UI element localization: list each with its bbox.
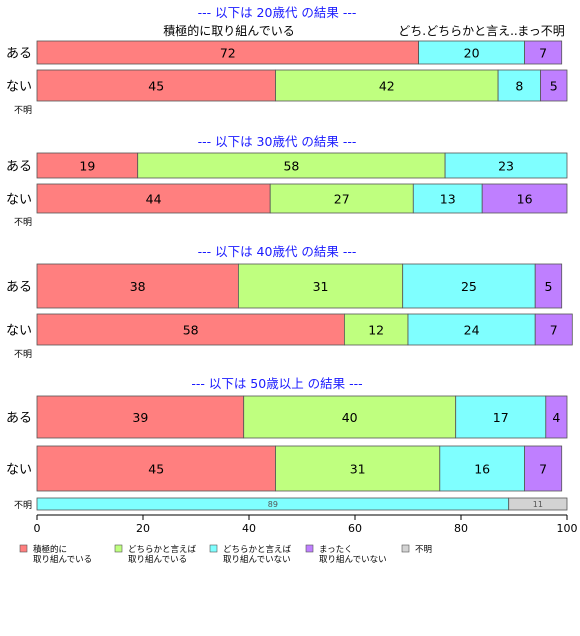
data-label: 40 [342, 410, 358, 425]
panel-title: --- 以下は 40歳代 の結果 --- [198, 244, 357, 259]
data-label: 58 [183, 323, 199, 338]
legend-label: どちらかと言えば [223, 544, 292, 555]
row-label: ある [6, 47, 32, 62]
data-label: 45 [148, 462, 164, 477]
legend-label: まったく [319, 545, 353, 555]
row-label: 不明 [14, 500, 32, 511]
bar-segment [36, 152, 139, 179]
x-tick-label: 100 [557, 522, 578, 535]
panel-title: --- 以下は 50歳以上 の結果 --- [191, 376, 362, 391]
data-label: 23 [498, 159, 514, 174]
data-label: 12 [368, 323, 384, 338]
row-label: ある [6, 411, 32, 426]
data-label: 7 [539, 46, 547, 61]
data-label: 16 [474, 462, 490, 477]
data-label: 7 [550, 323, 558, 338]
legend-swatch [114, 544, 123, 553]
legend-swatch [305, 544, 314, 553]
bar-segment [402, 263, 536, 309]
data-label: 20 [464, 46, 480, 61]
bar-segment [524, 40, 563, 65]
bar-segment [481, 183, 568, 214]
data-label: 45 [148, 79, 164, 94]
bar-segment [412, 183, 483, 214]
data-label: 4 [552, 410, 560, 425]
bar-segment [497, 69, 541, 102]
data-label: 5 [550, 79, 558, 94]
row-label: 不明 [14, 349, 32, 360]
bar-segment [237, 263, 404, 309]
x-tick-label: 80 [454, 522, 468, 535]
bar-segment [524, 445, 563, 492]
data-label: 31 [350, 462, 366, 477]
bar-segment [343, 313, 409, 346]
bar-segment [275, 445, 441, 492]
panel-title: --- 以下は 30歳代 の結果 --- [198, 134, 357, 149]
data-label: 8 [515, 79, 523, 94]
bar-segment [269, 183, 414, 214]
data-label: 89 [268, 500, 278, 509]
data-label: 72 [220, 46, 236, 61]
legend-swatch [209, 544, 218, 553]
legend-swatch [19, 544, 28, 553]
data-label: 58 [283, 159, 299, 174]
data-label: 7 [539, 462, 547, 477]
legend-label: 取り組んでいる [128, 554, 187, 565]
data-label: 19 [79, 159, 95, 174]
bar-segment [508, 497, 568, 511]
panel-title: --- 以下は 20歳代 の結果 --- [198, 5, 357, 20]
bar-segment [534, 263, 563, 309]
legend-label: 不明 [415, 545, 432, 555]
row-label: ない [6, 193, 32, 208]
bar-segment [36, 183, 271, 214]
x-tick-label: 20 [136, 522, 150, 535]
legend-label: 取り組んでいない [319, 554, 387, 565]
bar-segment [275, 69, 499, 102]
data-label: 5 [544, 279, 552, 294]
legend-label: 積極的に [33, 544, 67, 555]
top-series-label: どち.どちらかと言え.. [398, 24, 517, 38]
row-label: 不明 [14, 217, 32, 228]
data-label: 11 [533, 500, 543, 509]
legend-swatch [401, 544, 410, 553]
row-label: 不明 [14, 105, 32, 116]
legend-label: どちらかと言えば [128, 544, 197, 555]
row-label: ある [6, 280, 32, 295]
row-label: ない [6, 80, 32, 95]
data-label: 13 [440, 192, 456, 207]
row-label: ない [6, 463, 32, 478]
data-label: 16 [517, 192, 533, 207]
data-label: 38 [130, 279, 146, 294]
legend-label: 取り組んでいる [33, 554, 92, 565]
bar-segment [455, 395, 547, 439]
data-label: 39 [132, 410, 148, 425]
x-tick-label: 40 [242, 522, 256, 535]
legend-label: 取り組んでいない [223, 554, 291, 565]
bar-segment [137, 152, 446, 179]
top-series-label: 積極的に取り組んでいる [163, 23, 294, 38]
top-series-label: まっ不明 [517, 24, 565, 38]
bar-segment [243, 395, 457, 439]
data-label: 24 [464, 323, 480, 338]
x-tick-label: 0 [34, 522, 41, 535]
bar-segment [407, 313, 536, 346]
bar-segment [540, 69, 568, 102]
bar-segment [534, 313, 573, 346]
row-label: ある [6, 160, 32, 175]
x-tick-label: 60 [348, 522, 362, 535]
data-label: 44 [146, 192, 162, 207]
bar-segment [444, 152, 568, 179]
data-label: 27 [334, 192, 350, 207]
bar-segment [36, 313, 345, 346]
bar-segment [36, 445, 276, 492]
bar-segment [545, 395, 568, 439]
data-label: 17 [493, 410, 509, 425]
row-label: ない [6, 324, 32, 339]
data-label: 42 [379, 79, 395, 94]
data-label: 25 [461, 279, 477, 294]
data-label: 31 [313, 279, 329, 294]
